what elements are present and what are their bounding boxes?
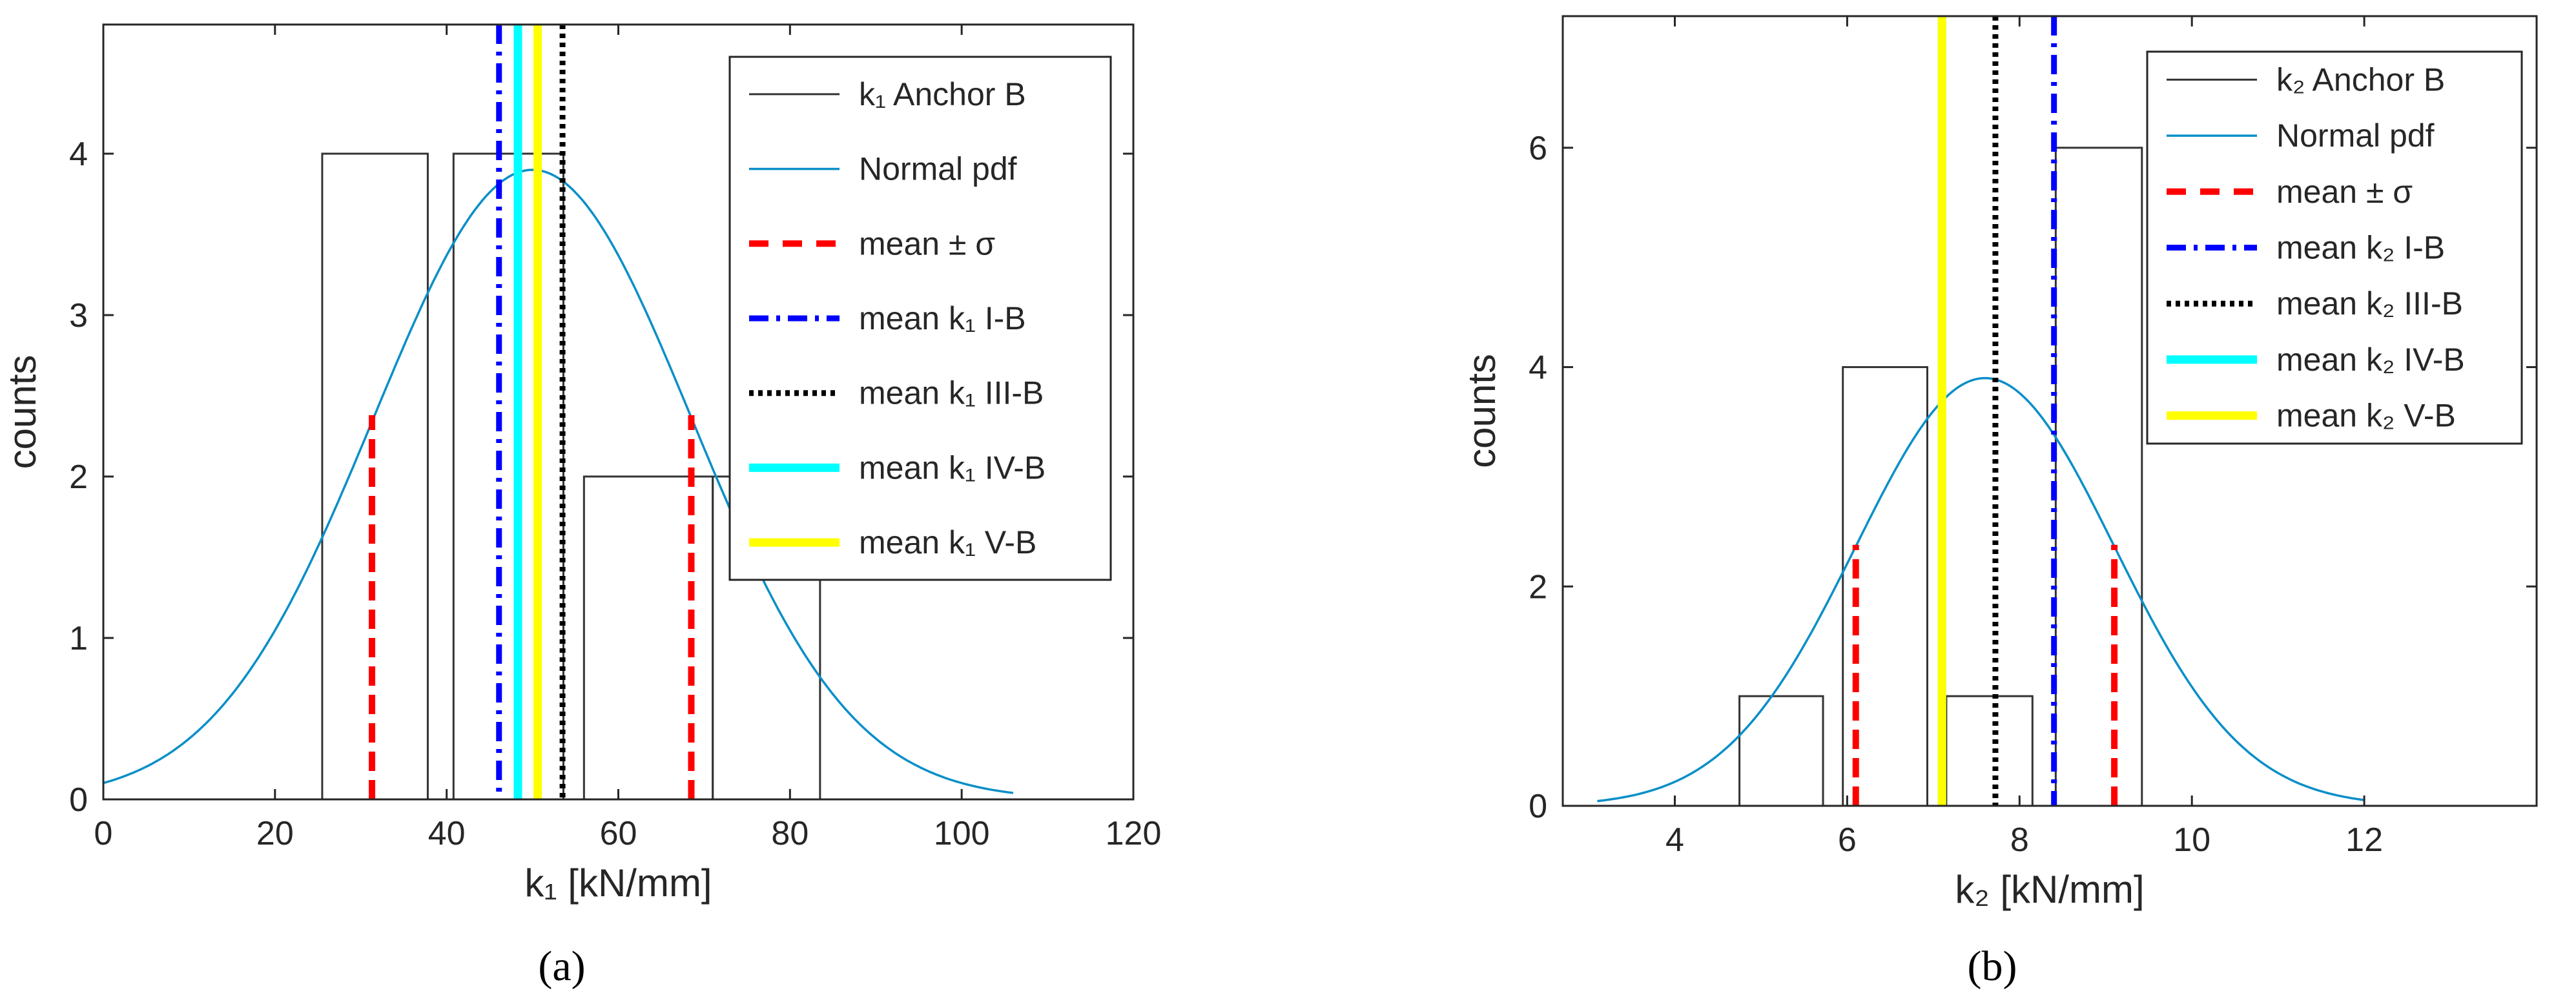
normal-pdf-curve <box>103 169 1014 794</box>
x-tick-label: 20 <box>256 815 294 852</box>
legend-label: mean k₁ III-B <box>859 375 1044 411</box>
legend-label: mean k₂ IV-B <box>2276 342 2465 378</box>
y-tick-label: 0 <box>1529 788 1547 825</box>
y-tick-label: 2 <box>69 458 88 496</box>
x-tick-label: 60 <box>600 815 637 852</box>
y-axis-label: counts <box>1460 354 1503 468</box>
y-axis-label: counts <box>1 355 44 469</box>
legend-label: mean k₁ IV-B <box>859 449 1046 486</box>
x-tick-label: 10 <box>2173 821 2210 859</box>
legend-label: mean k₂ V-B <box>2276 398 2456 434</box>
normal-pdf-curve <box>1597 376 2365 803</box>
x-tick-label: 8 <box>2010 821 2029 859</box>
chart-panel-a: 0 20 40 60 80 100 120 0 1 2 3 4 k₁ [kN/mm] counts k₁ A… <box>1 23 1162 990</box>
x-tick-label: 12 <box>2345 821 2383 859</box>
chart-panel-b: 4 6 8 10 12 0 2 4 6 k₂ [kN/mm] counts k₂ Anchor B No… <box>1460 15 2538 990</box>
legend: k₁ Anchor B Normal pdf mean ± σ mean k₁ I-B… <box>728 56 1112 581</box>
x-axis-label: k₂ [kN/mm] <box>1955 868 2144 911</box>
y-tick-label: 3 <box>69 297 88 334</box>
legend-label: k₂ Anchor B <box>2276 61 2445 98</box>
panel-label: (b) <box>1968 943 2017 990</box>
x-tick-label: 120 <box>1106 815 1162 852</box>
legend-label: mean ± σ <box>2276 174 2413 210</box>
x-tick-label: 4 <box>1665 821 1684 859</box>
x-tick-label: 100 <box>934 815 990 852</box>
legend-label: mean ± σ <box>859 225 995 262</box>
panel-label: (a) <box>538 943 585 990</box>
legend-label: mean k₁ I-B <box>859 300 1026 336</box>
x-tick-label: 0 <box>94 815 113 852</box>
y-tick-label: 1 <box>69 620 88 657</box>
y-tick-label: 4 <box>69 136 88 173</box>
x-tick-label: 6 <box>1838 821 1857 859</box>
y-tick-label: 6 <box>1529 130 1547 167</box>
y-tick-label: 0 <box>69 781 88 819</box>
y-tick-label: 2 <box>1529 568 1547 606</box>
y-tick-label: 4 <box>1529 349 1547 387</box>
legend-label: Normal pdf <box>859 151 1017 187</box>
legend-label: k₁ Anchor B <box>859 76 1026 112</box>
x-tick-label: 80 <box>771 815 809 852</box>
x-tick-label: 40 <box>428 815 466 852</box>
legend-label: mean k₂ III-B <box>2276 285 2463 322</box>
x-axis-label: k₁ [kN/mm] <box>524 861 712 905</box>
legend-label: mean k₂ I-B <box>2276 230 2445 266</box>
legend: k₂ Anchor B Normal pdf mean ± σ mean k₂ I-B… <box>2146 50 2523 445</box>
legend-label: Normal pdf <box>2276 118 2435 154</box>
axes-box <box>1561 15 2538 807</box>
legend-label: mean k₁ V-B <box>859 524 1036 560</box>
